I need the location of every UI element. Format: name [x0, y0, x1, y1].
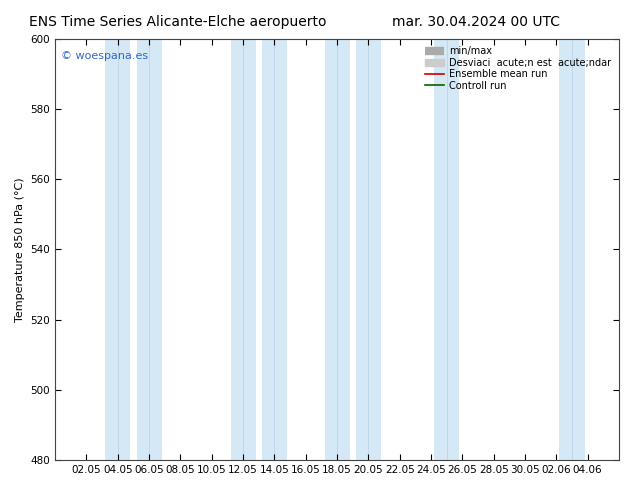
Text: mar. 30.04.2024 00 UTC: mar. 30.04.2024 00 UTC — [392, 15, 559, 29]
Bar — [262, 39, 287, 460]
Y-axis label: Temperature 850 hPa (°C): Temperature 850 hPa (°C) — [15, 177, 25, 321]
Legend: min/max, Desviaci  acute;n est  acute;ndar, Ensemble mean run, Controll run: min/max, Desviaci acute;n est acute;ndar… — [422, 44, 614, 94]
Text: © woespana.es: © woespana.es — [61, 51, 148, 61]
Bar — [325, 39, 349, 460]
Bar — [434, 39, 459, 460]
Bar — [559, 39, 585, 460]
Text: ENS Time Series Alicante-Elche aeropuerto: ENS Time Series Alicante-Elche aeropuert… — [29, 15, 327, 29]
Bar — [356, 39, 381, 460]
Bar — [105, 39, 131, 460]
Bar — [231, 39, 256, 460]
Bar — [136, 39, 162, 460]
